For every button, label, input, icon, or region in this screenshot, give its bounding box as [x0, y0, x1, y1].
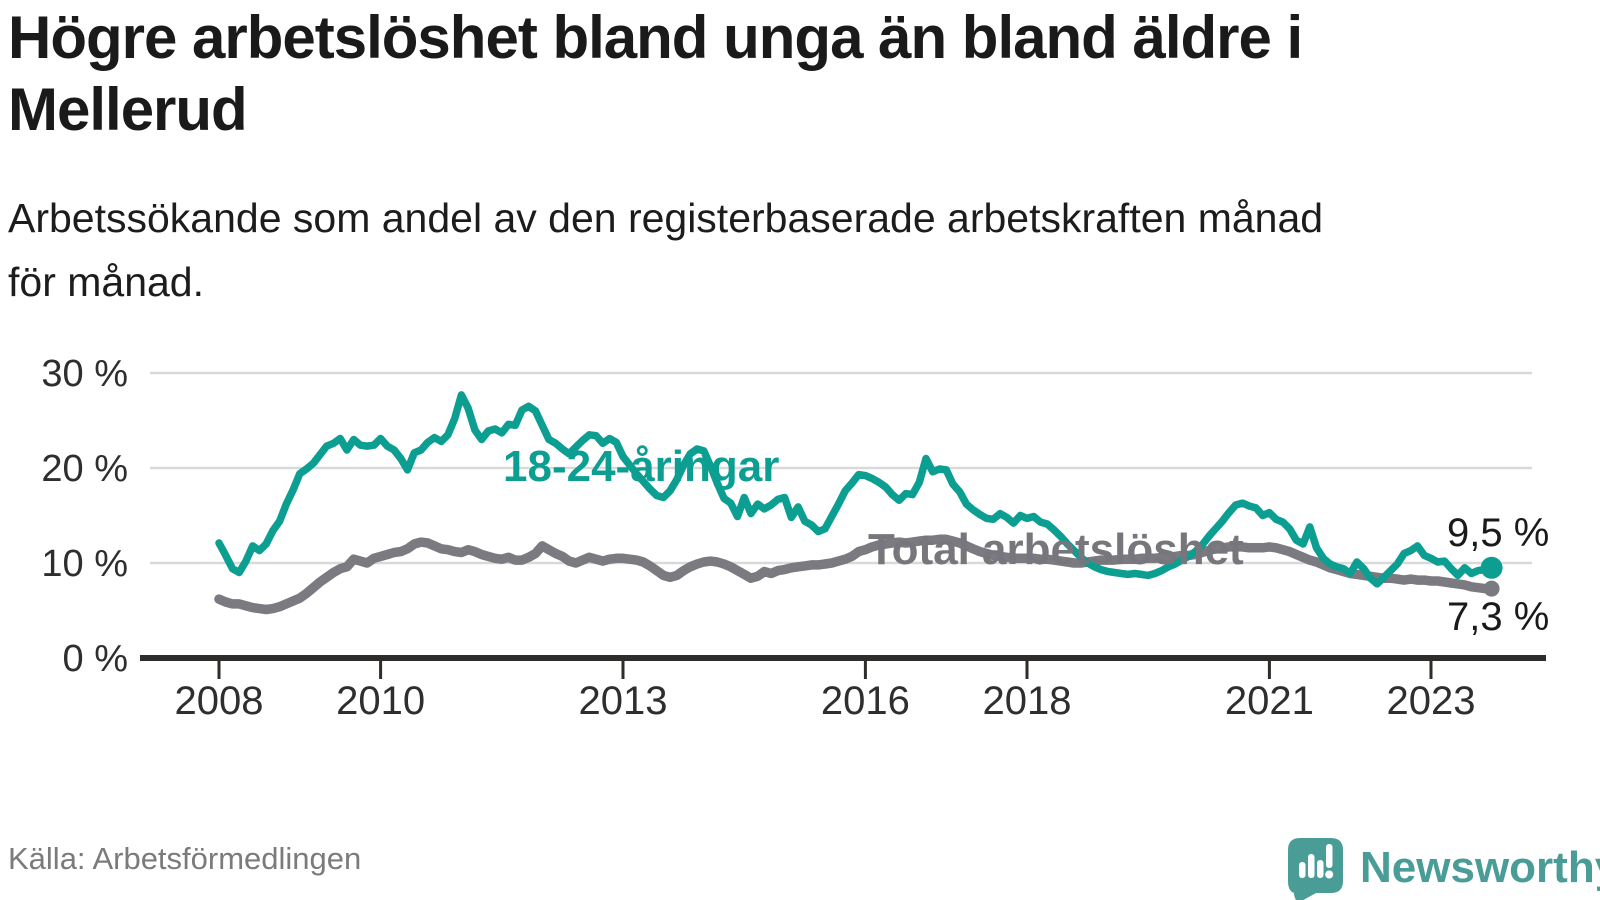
end-value-label-youth: 9,5 %: [1447, 511, 1549, 555]
x-tick-label-2013: 2013: [579, 679, 668, 723]
logo-bar-3: [1317, 860, 1324, 878]
chart-subtitle: Arbetssökande som andel av den registerb…: [8, 186, 1578, 314]
series-label-total: Total arbetslöshet: [868, 525, 1244, 574]
title-line-1: Högre arbetslöshet bland unga än bland ä…: [8, 4, 1303, 71]
x-tick-label-2021: 2021: [1225, 679, 1314, 723]
page-title: Högre arbetslöshet bland unga än bland ä…: [8, 2, 1578, 146]
y-tick-label-10: 10 %: [41, 543, 128, 585]
newsworthy-logo: Newsworthy: [1288, 838, 1600, 900]
line-total-unemployment: [214, 534, 1497, 615]
x-tick-label-2016: 2016: [821, 679, 910, 723]
subtitle-line-2: för månad.: [8, 259, 204, 305]
gridlines: [150, 371, 1532, 565]
x-tick-label-2010: 2010: [336, 679, 425, 723]
logo-exclamation-bar: [1326, 844, 1333, 868]
logo-bar-1: [1299, 862, 1306, 878]
end-dot-youth: [1480, 556, 1503, 579]
x-tick-label-2018: 2018: [983, 679, 1072, 723]
x-axis-ticks: [217, 661, 1433, 679]
x-axis-labels: 2008 2010 2013 2016 2018 2021 2023: [175, 679, 1476, 723]
end-value-label-total: 7,3 %: [1447, 595, 1549, 639]
logo-bar-2: [1308, 854, 1315, 878]
x-tick-label-2008: 2008: [175, 679, 264, 723]
x-tick-label-2023: 2023: [1387, 679, 1476, 723]
logo-exclamation-dot: [1325, 870, 1334, 879]
y-tick-label-0: 0 %: [63, 638, 128, 680]
series-label-youth: 18-24-åringar: [503, 442, 779, 491]
end-dot-total: [1483, 580, 1500, 597]
y-axis-labels: 30 % 20 % 10 % 0 %: [41, 353, 128, 680]
y-tick-label-30: 30 %: [41, 353, 128, 395]
y-tick-label-20: 20 %: [41, 448, 128, 490]
source-attribution: Källa: Arbetsförmedlingen: [8, 841, 362, 876]
line-youth-unemployment: [215, 391, 1496, 588]
subtitle-line-1: Arbetssökande som andel av den registerb…: [8, 195, 1324, 241]
newsworthy-logo-text: Newsworthy: [1360, 843, 1600, 892]
newsworthy-logo-icon: [1288, 838, 1343, 900]
title-line-2: Mellerud: [8, 76, 248, 143]
